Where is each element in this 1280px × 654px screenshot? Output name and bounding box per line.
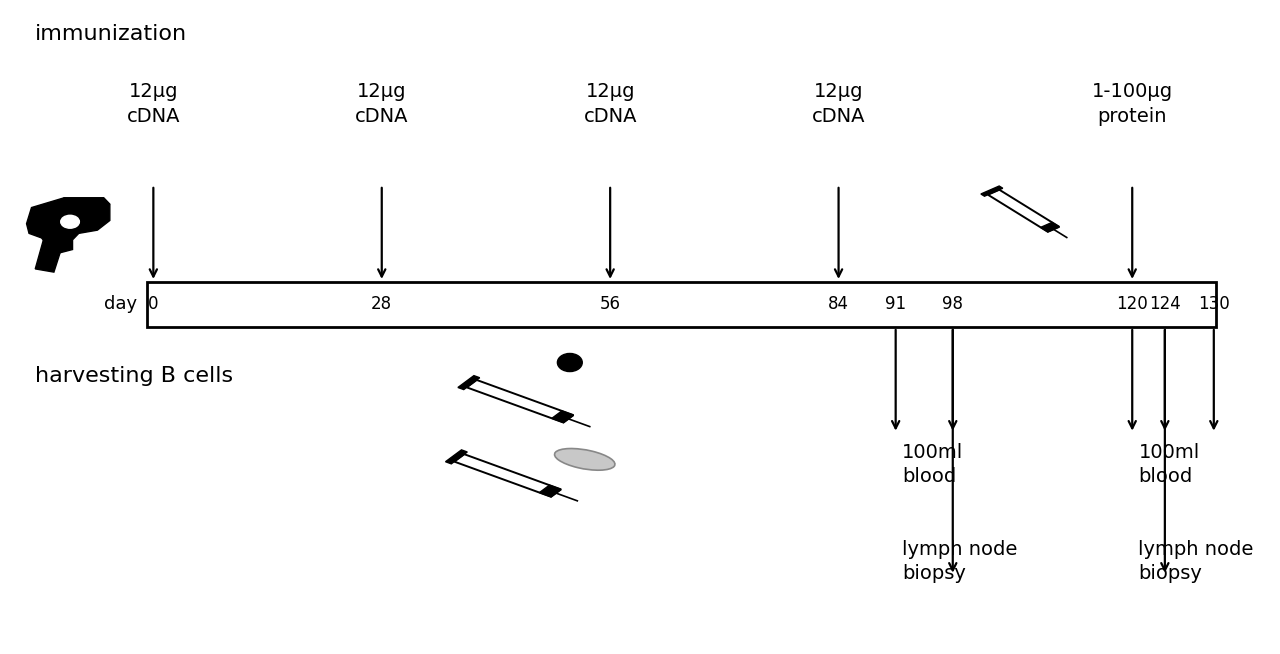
Text: 91: 91 [884,296,906,313]
Text: 1-100μg
protein: 1-100μg protein [1092,82,1172,126]
Text: 0: 0 [148,296,159,313]
Ellipse shape [557,353,582,371]
Polygon shape [454,455,561,497]
Text: 98: 98 [942,296,964,313]
Text: 84: 84 [828,296,849,313]
Text: harvesting B cells: harvesting B cells [36,366,233,386]
Text: 100ml
blood: 100ml blood [1138,443,1199,486]
Text: immunization: immunization [36,24,187,44]
Polygon shape [27,198,110,252]
Bar [147,282,1216,327]
Polygon shape [980,186,1002,196]
Polygon shape [445,450,467,464]
Text: 56: 56 [599,296,621,313]
Text: lymph node
biopsy: lymph node biopsy [902,540,1018,583]
Text: 12μg
cDNA: 12μg cDNA [355,82,408,126]
Text: 12μg
cDNA: 12μg cDNA [812,82,865,126]
Polygon shape [1041,222,1060,232]
Polygon shape [458,375,480,390]
Polygon shape [64,198,110,204]
Text: 12μg
cDNA: 12μg cDNA [127,82,180,126]
Text: 120: 120 [1116,296,1148,313]
Text: 12μg
cDNA: 12μg cDNA [584,82,637,126]
Text: 124: 124 [1149,296,1180,313]
Text: 28: 28 [371,296,392,313]
Polygon shape [552,411,573,422]
Text: day: day [104,296,137,313]
Text: 130: 130 [1198,296,1230,313]
Polygon shape [988,190,1060,232]
Ellipse shape [60,215,79,228]
Ellipse shape [554,449,614,470]
Text: 100ml
blood: 100ml blood [902,443,963,486]
Polygon shape [467,380,573,422]
Polygon shape [36,238,60,272]
Text: lymph node
biopsy: lymph node biopsy [1138,540,1254,583]
Polygon shape [539,485,561,497]
